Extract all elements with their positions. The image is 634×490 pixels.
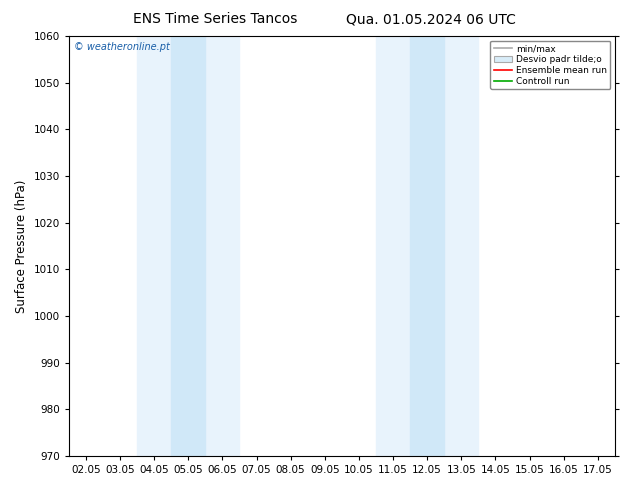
Text: © weatheronline.pt: © weatheronline.pt (74, 43, 170, 52)
Bar (410, 36, 444, 456)
Bar (376, 36, 478, 456)
Bar (171, 36, 205, 456)
Bar (137, 36, 240, 456)
Text: Qua. 01.05.2024 06 UTC: Qua. 01.05.2024 06 UTC (346, 12, 516, 26)
Legend: min/max, Desvio padr tilde;o, Ensemble mean run, Controll run: min/max, Desvio padr tilde;o, Ensemble m… (491, 41, 611, 89)
Text: ENS Time Series Tancos: ENS Time Series Tancos (133, 12, 298, 26)
Y-axis label: Surface Pressure (hPa): Surface Pressure (hPa) (15, 179, 28, 313)
